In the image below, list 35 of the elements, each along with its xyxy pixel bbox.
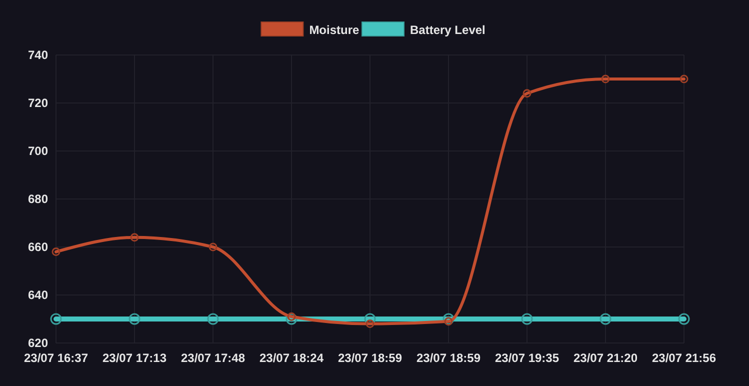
x-tick-label: 23/07 18:59 — [416, 351, 481, 365]
legend-label: Battery Level — [410, 23, 486, 38]
point — [50, 313, 62, 325]
y-tick-label: 700 — [28, 144, 48, 158]
point — [52, 248, 60, 256]
point — [678, 313, 690, 325]
x-tick-label: 23/07 17:48 — [180, 351, 246, 365]
point — [128, 313, 140, 325]
y-tick-label: 680 — [28, 192, 48, 206]
x-tick-label: 23/07 17:13 — [102, 351, 167, 365]
x-tick-label: 23/07 16:37 — [24, 351, 88, 365]
point — [287, 312, 296, 321]
y-tick-label: 740 — [28, 48, 48, 62]
point — [522, 89, 532, 98]
point — [442, 313, 454, 325]
legend-label: Moisture — [309, 23, 360, 38]
x-tick-label: 23/07 18:59 — [338, 351, 402, 365]
point — [600, 313, 612, 325]
y-tick-label: 660 — [28, 240, 48, 254]
x-tick-label: 23/07 21:56 — [652, 351, 716, 365]
point — [208, 242, 218, 252]
point — [601, 74, 610, 84]
point — [207, 313, 219, 325]
x-tick-label: 23/07 19:35 — [494, 351, 560, 365]
point — [286, 313, 298, 325]
y-tick-label: 640 — [28, 288, 48, 302]
point — [444, 317, 453, 326]
point — [130, 233, 139, 242]
point — [521, 313, 533, 325]
point — [680, 74, 688, 84]
point — [366, 320, 374, 328]
x-tick-label: 23/07 21:20 — [573, 351, 638, 365]
y-tick-label: 720 — [28, 96, 48, 110]
x-tick-label: 23/07 18:24 — [259, 351, 324, 365]
y-tick-label: 620 — [28, 336, 48, 350]
